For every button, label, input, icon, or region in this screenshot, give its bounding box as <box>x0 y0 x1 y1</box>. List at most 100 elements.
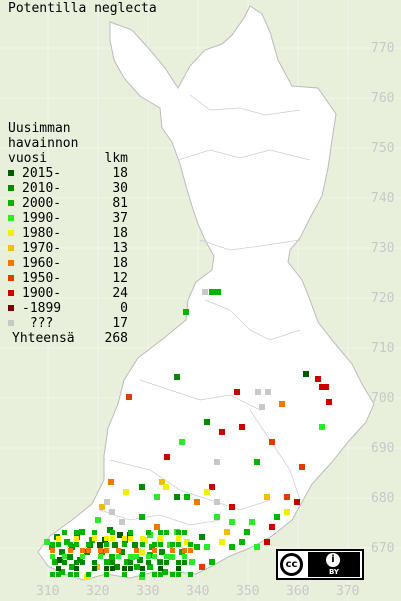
legend-count: 37 <box>112 211 128 226</box>
observation-marker <box>279 401 285 407</box>
observation-marker <box>204 419 210 425</box>
observation-marker <box>194 544 200 550</box>
observation-marker <box>132 542 138 548</box>
legend-label: 1980- <box>22 226 62 241</box>
observation-marker <box>56 566 61 571</box>
observation-marker <box>139 549 145 555</box>
observation-marker <box>269 524 275 530</box>
observation-marker <box>99 504 105 510</box>
observation-marker <box>104 536 109 541</box>
observation-marker <box>284 509 290 515</box>
observation-marker <box>154 524 160 530</box>
observation-marker <box>158 572 163 577</box>
observation-marker <box>158 536 163 541</box>
observation-marker <box>170 542 175 547</box>
legend: Uusimman havainnon vuosi lkm 2015- 18 2010… <box>8 121 128 346</box>
attribution-person-icon: i <box>326 553 340 567</box>
observation-marker <box>154 494 160 500</box>
observation-marker <box>158 566 163 571</box>
observation-marker <box>214 514 220 520</box>
observation-marker <box>259 404 265 410</box>
observation-marker <box>92 560 97 565</box>
observation-marker <box>219 429 225 435</box>
observation-marker <box>57 557 63 563</box>
observation-marker <box>62 530 67 535</box>
observation-marker <box>188 572 193 577</box>
observation-marker <box>182 560 187 565</box>
legend-count-header: lkm <box>104 151 128 166</box>
observation-marker <box>152 542 157 547</box>
observation-marker <box>164 560 169 565</box>
observation-marker <box>152 554 157 559</box>
observation-marker <box>59 569 65 575</box>
y-axis-label: 680 <box>371 491 395 506</box>
legend-row: 1970- 13 <box>8 241 128 256</box>
cc-by-license-badge[interactable]: cc i BY <box>276 549 364 580</box>
observation-marker <box>188 542 193 547</box>
observation-marker <box>97 542 103 548</box>
observation-marker <box>239 424 245 430</box>
observation-marker <box>104 542 109 547</box>
observation-marker <box>146 560 151 565</box>
observation-marker <box>109 554 115 560</box>
observation-marker <box>182 548 187 553</box>
legend-label: 1950- <box>22 271 62 286</box>
by-label: BY <box>328 568 340 576</box>
observation-marker <box>64 539 70 545</box>
observation-marker <box>124 559 130 565</box>
observation-marker <box>202 289 208 295</box>
observation-marker <box>50 554 55 559</box>
observation-marker <box>152 548 157 553</box>
observation-marker <box>215 289 221 295</box>
observation-marker <box>92 530 97 535</box>
observation-marker <box>104 566 109 571</box>
observation-marker <box>158 560 163 565</box>
observation-marker <box>224 529 230 535</box>
legend-swatch <box>8 230 14 236</box>
legend-count: 0 <box>120 301 128 316</box>
observation-marker <box>98 554 103 559</box>
observation-marker <box>234 389 240 395</box>
legend-count: 12 <box>112 271 128 286</box>
observation-marker <box>122 542 127 547</box>
observation-marker <box>146 530 151 535</box>
legend-swatch <box>8 170 14 176</box>
observation-marker <box>204 544 210 550</box>
observation-marker <box>182 554 187 559</box>
observation-marker <box>164 530 169 535</box>
legend-count: 24 <box>112 286 128 301</box>
observation-marker <box>255 389 261 395</box>
y-axis-label: 690 <box>371 441 395 456</box>
legend-count: 18 <box>112 166 128 181</box>
legend-count: 81 <box>112 196 128 211</box>
observation-marker <box>116 554 121 559</box>
legend-label: ??? <box>22 316 54 331</box>
legend-swatch <box>8 215 14 221</box>
observation-marker <box>86 542 91 547</box>
observation-marker <box>152 572 157 577</box>
legend-header-line-3: vuosi <box>8 151 48 166</box>
x-axis-label: 350 <box>236 584 260 599</box>
observation-marker <box>214 459 220 465</box>
observation-marker <box>140 542 145 547</box>
observation-marker <box>110 566 115 571</box>
legend-label: 2010- <box>22 181 62 196</box>
observation-marker <box>163 484 169 490</box>
observation-marker <box>114 564 120 570</box>
observation-marker <box>119 549 125 555</box>
observation-marker <box>52 559 58 565</box>
observation-marker <box>108 479 114 485</box>
observation-marker <box>194 499 200 505</box>
legend-label: 1970- <box>22 241 62 256</box>
observation-marker <box>326 399 332 405</box>
observation-marker <box>176 560 181 565</box>
observation-marker <box>104 499 110 505</box>
observation-marker <box>274 514 280 520</box>
observation-marker <box>204 489 210 495</box>
observation-marker <box>116 548 121 553</box>
map-title: Potentilla neglecta <box>8 1 157 16</box>
x-axis-label: 340 <box>186 584 210 599</box>
legend-swatch <box>8 290 14 296</box>
observation-marker <box>284 494 290 500</box>
observation-marker <box>80 530 85 535</box>
